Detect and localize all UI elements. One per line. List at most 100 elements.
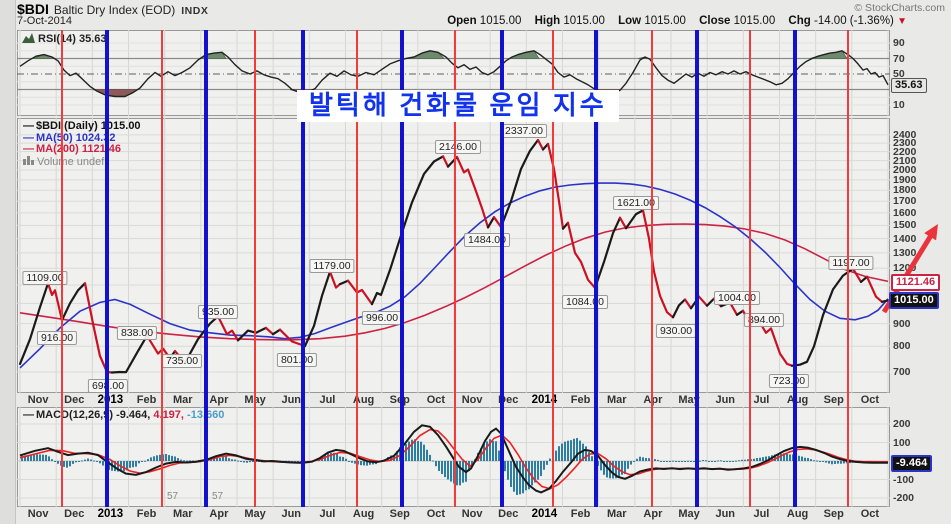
month-label: Jul — [753, 394, 770, 406]
price-label: 1179.00 — [309, 259, 355, 273]
price-label: 723.00 — [768, 374, 810, 388]
chg-value: -14.00 (-1.36%) — [813, 15, 894, 27]
area-chart-icon — [22, 33, 35, 43]
close-label: Close — [699, 15, 731, 27]
axis-tick-label: 1300 — [893, 246, 917, 259]
ohlc-quote: Open 1015.00 High 1015.00 Low 1015.00 Cl… — [437, 15, 907, 27]
price-label: 935.00 — [197, 305, 239, 319]
month-label: Aug — [786, 508, 809, 520]
rsi-legend-text: RSI(14) 35.63 — [38, 33, 107, 45]
axis-tick-label: 1200 — [893, 262, 917, 275]
open-value: 1015.00 — [479, 15, 522, 27]
month-label: Apr — [643, 508, 663, 520]
macd-legend: — MACD(12,26,9) -9.464, 4.197, -13.660 — [23, 409, 225, 422]
axis-tick-label: 10 — [893, 99, 905, 111]
korean-title-overlay: 발틱해 건화물 운임 지수 — [297, 90, 619, 122]
month-label: May — [244, 394, 266, 406]
volume-bars-icon — [23, 155, 34, 165]
month-label: Apr — [209, 394, 229, 406]
price-panel — [17, 118, 890, 393]
price-legend: — $BDI (Daily) 1015.00 — MA(50) 1024.32 — M… — [23, 120, 141, 169]
month-label: Apr — [643, 394, 663, 406]
axis-tick-label: 1600 — [893, 206, 917, 219]
ma200-legend-row: — MA(200) 1121.46 — [23, 143, 141, 156]
ma200-value-badge: 1121.46 — [891, 274, 941, 291]
month-label: Feb — [136, 508, 157, 520]
month-label: 2013 — [97, 508, 124, 520]
axis-tick-label: 2400 — [893, 128, 917, 141]
axis-tick-label: 1400 — [893, 232, 917, 245]
bdi-legend-text: $BDI (Daily) 1015.00 — [36, 120, 141, 132]
axis-tick-label: 800 — [893, 340, 911, 353]
change-down-icon: ▼ — [897, 16, 907, 27]
chart-date: 7-Oct-2014 — [17, 15, 73, 27]
axis-tick-label: 200 — [893, 418, 911, 430]
axis-tick-label: 2200 — [893, 145, 917, 158]
price-label: 801.00 — [276, 353, 318, 367]
month-label: Sep — [823, 394, 844, 406]
price-label: 735.00 — [161, 354, 203, 368]
month-label: Oct — [860, 508, 880, 520]
macd-legend-hist: -13.660 — [187, 409, 225, 421]
month-label: Jul — [319, 508, 336, 520]
axis-tick-label: 100 — [893, 436, 911, 449]
axis-tick-label: 2000 — [893, 163, 917, 176]
line-swatch-macd: — — [23, 409, 34, 421]
axis-tick-label: 90 — [893, 37, 905, 49]
price-label: 1004.00 — [714, 291, 760, 305]
month-label: May — [678, 508, 700, 520]
axis-tick-label: 900 — [893, 317, 911, 330]
ma50-legend-text: MA(50) 1024.32 — [36, 131, 116, 144]
month-label: Oct — [860, 394, 880, 406]
low-value: 1015.00 — [644, 15, 686, 27]
price-label: 1109.00 — [22, 271, 68, 285]
month-label: Mar — [172, 394, 193, 406]
month-label: Oct — [426, 394, 446, 406]
axis-tick-label: 2300 — [893, 137, 917, 150]
month-label: 2013 — [97, 394, 124, 406]
low-label: Low — [618, 15, 642, 27]
rsi-legend: RSI(14) 35.63 — [22, 33, 106, 46]
price-label: 996.00 — [361, 311, 403, 325]
axis-tick-label: -100 — [893, 473, 915, 486]
axis-tick-label: 1900 — [893, 173, 917, 186]
exchange-label: INDX — [181, 5, 209, 17]
month-label: Dec — [64, 508, 85, 520]
line-swatch-black: — — [23, 120, 34, 132]
month-label: Mar — [172, 508, 193, 520]
line-swatch-blue: — — [23, 131, 34, 144]
month-label: Dec — [498, 508, 519, 520]
axis-tick-label: -200 — [893, 492, 915, 504]
month-label: Feb — [570, 394, 591, 406]
axis-tick-label: 1700 — [893, 195, 917, 208]
month-label: Jun — [715, 394, 736, 406]
month-label: Jul — [319, 394, 336, 406]
line-swatch-red: — — [23, 143, 34, 155]
price-label: 894.00 — [743, 313, 785, 327]
month-label: Aug — [352, 394, 375, 406]
symbol-name: Baltic Dry Index (EOD) — [53, 3, 176, 17]
macd-panel — [17, 407, 890, 507]
annotation-arrow-head — [924, 224, 938, 241]
axis-tick-label: 70 — [893, 52, 905, 65]
left-margin-strip — [0, 0, 16, 524]
price-label: 930.00 — [655, 324, 697, 338]
ma50-legend-row: — MA(50) 1024.32 — [23, 131, 141, 145]
rsi-value-badge: 35.63 — [891, 78, 927, 93]
month-label: May — [244, 508, 266, 520]
month-label: Mar — [606, 394, 627, 406]
month-label: Dec — [498, 394, 519, 406]
price-label: 1197.00 — [828, 256, 874, 270]
price-label: 916.00 — [36, 331, 78, 345]
month-label: Dec — [64, 394, 85, 406]
high-label: High — [534, 15, 561, 27]
month-label: Jun — [715, 508, 736, 520]
volume-legend-text: Volume undef — [37, 155, 105, 168]
axis-tick-label: 50 — [893, 68, 905, 80]
last-price-badge: 1015.00 — [889, 292, 939, 309]
month-label: Aug — [786, 394, 809, 406]
month-label: Jun — [281, 394, 302, 406]
month-label: Oct — [426, 508, 446, 520]
volume-legend-row: Volume undef — [23, 155, 141, 169]
